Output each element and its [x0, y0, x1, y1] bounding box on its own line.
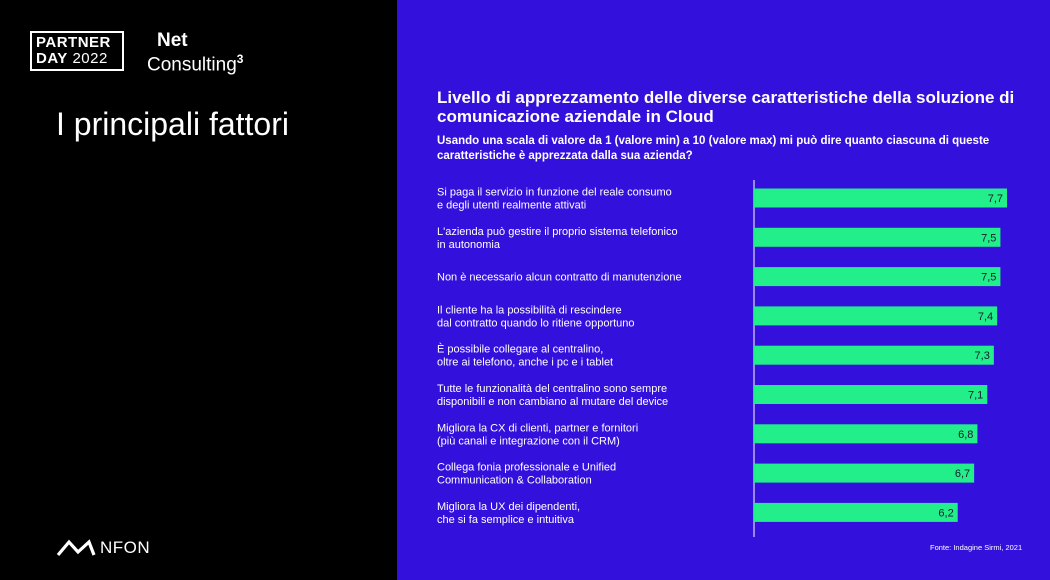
bar-value-label-4: 7,4 — [978, 311, 993, 323]
category-label-1-line-1: Si paga il servizio in funzione del real… — [437, 187, 672, 199]
netconsulting-logo-consulting: Consulting3 — [147, 49, 243, 75]
bar-5 — [754, 345, 994, 365]
category-label-7-line-2: (più canali e integrazione con il CRM) — [437, 435, 620, 447]
partner-day-logo: PARTNER DAY 2022 — [30, 31, 124, 71]
bar-value-label-5: 7,3 — [975, 350, 990, 362]
bar-7 — [754, 424, 978, 444]
left-panel: PARTNER DAY 2022 Net Consulting3 I princ… — [0, 0, 397, 580]
netconsulting-logo-word: Consulting — [147, 54, 237, 76]
source-note: Fonte: Indagine Sirmi, 2021 — [930, 543, 1023, 552]
chart-subtitle: Usando una scala di valore da 1 (valore … — [437, 135, 990, 162]
category-label-8-line-1: Collega fonia professionale e Unified — [437, 462, 616, 474]
bar-8 — [754, 463, 975, 483]
category-label-5-line-1: È possibile collegare al centralino, — [437, 343, 603, 356]
category-label-9-line-1: Migliora la UX dei dipendenti, — [437, 501, 580, 513]
bar-1 — [754, 188, 1007, 208]
bar-6 — [754, 385, 988, 404]
netconsulting-logo-net: Net — [157, 30, 188, 51]
bar-value-label-2: 7,5 — [981, 232, 996, 244]
category-label-6-line-2: disponibili e non cambiano al mutare del… — [437, 396, 668, 408]
category-label-7-line-1: Migliora la CX di clienti, partner e for… — [437, 422, 638, 434]
category-label-3-line-1: Non è necessario alcun contratto di manu… — [437, 272, 682, 284]
chart-title: Livello di apprezzamento delle diverse c… — [437, 88, 1015, 126]
bar-value-label-3: 7,5 — [981, 272, 996, 284]
category-label-4-line-2: dal contratto quando lo ritiene opportun… — [437, 317, 635, 329]
partner-day-logo-day: DAY — [36, 50, 68, 67]
category-label-8-line-2: Communication & Collaboration — [437, 475, 592, 487]
left-title: I principali fattori — [56, 106, 289, 142]
category-label-6-line-1: Tutte le funzionalità del centralino son… — [437, 383, 667, 395]
bar-value-label-9: 6,2 — [938, 507, 953, 519]
netconsulting-logo: Net Consulting3 — [147, 30, 243, 75]
nfon-logo-icon — [56, 539, 96, 557]
bar-value-label-7: 6,8 — [958, 429, 973, 441]
nfon-logo-text: NFON — [100, 538, 151, 557]
nfon-logo: NFON — [56, 538, 150, 558]
partner-day-logo-line1: PARTNER — [36, 34, 111, 51]
category-label-5-line-2: oltre ai telefono, anche i pc e i tablet — [437, 357, 613, 369]
bar-2 — [754, 227, 1001, 247]
category-label-4-line-1: Il cliente ha la possibilità di rescinde… — [437, 304, 622, 316]
netconsulting-logo-sup: 3 — [236, 52, 244, 66]
bar-value-label-1: 7,7 — [988, 193, 1003, 205]
category-label-1-line-2: e degli utenti realmente attivati — [437, 200, 586, 212]
bar-value-label-6: 7,1 — [968, 390, 983, 402]
bar-4 — [754, 306, 998, 326]
partner-day-logo-year: 2022 — [72, 50, 108, 67]
category-label-2-line-2: in autonomia — [437, 239, 501, 251]
right-panel — [397, 0, 1050, 580]
bar-9 — [754, 502, 958, 522]
bar-value-label-8: 6,7 — [955, 468, 970, 480]
category-label-2-line-1: L'azienda può gestire il proprio sistema… — [437, 226, 678, 238]
partner-day-logo-line2: DAY 2022 — [36, 51, 118, 67]
category-label-9-line-2: che si fa semplice e intuitiva — [437, 514, 575, 526]
bar-3 — [754, 267, 1001, 287]
